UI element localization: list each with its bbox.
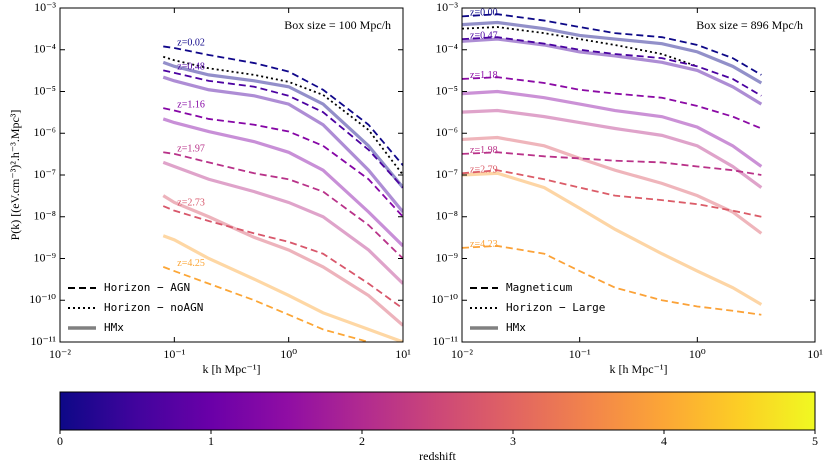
colorbar-tick-label: 5	[812, 434, 818, 448]
y-tick-label: 10⁻¹⁰	[29, 292, 56, 306]
y-tick-label: 10⁻⁹	[435, 250, 458, 264]
series-line	[462, 171, 763, 306]
y-tick-label: 10⁻¹¹	[432, 334, 458, 348]
legend-label: Horizon − noAGN	[104, 301, 203, 314]
series-label: z=2.73	[177, 197, 205, 208]
series-label: z=0.00	[470, 8, 498, 19]
x-tick-label: 10⁻¹	[163, 347, 185, 361]
series-line	[162, 75, 403, 214]
x-tick-label: 10⁻²	[49, 347, 71, 361]
y-tick-label: 10⁻⁸	[33, 209, 56, 223]
x-tick-label: 10⁰	[280, 347, 297, 361]
series-line	[163, 107, 403, 218]
series-line	[162, 117, 403, 248]
series-line	[162, 60, 403, 189]
colorbar-tick-label: 4	[661, 434, 667, 448]
series-line	[462, 135, 763, 235]
series-line	[462, 26, 698, 68]
colorbar-tick-label: 1	[208, 434, 214, 448]
y-tick-label: 10⁻⁶	[33, 125, 56, 139]
y-tick-label: 10⁻⁵	[33, 83, 56, 97]
series-label: z=4.25	[177, 258, 205, 269]
y-tick-label: 10⁻¹⁰	[431, 292, 458, 306]
y-tick-label: 10⁻⁶	[435, 125, 458, 139]
y-tick-label: 10⁻⁷	[435, 167, 458, 181]
x-axis-label: k [h Mpc⁻¹]	[610, 362, 668, 376]
box-size: Box size = 896 Mpc/h	[696, 18, 803, 32]
series-line	[462, 37, 763, 106]
y-tick-label: 10⁻⁸	[435, 209, 458, 223]
series-label: z=1.98	[470, 145, 498, 156]
series-label: z=1.16	[177, 99, 205, 110]
y-tick-label: 10⁻³	[34, 0, 56, 14]
series-line	[163, 45, 403, 166]
series-label: z=1.97	[177, 144, 205, 155]
series-line	[462, 36, 762, 97]
x-tick-label: 10¹	[807, 347, 823, 361]
x-tick-label: 10⁻²	[451, 347, 473, 361]
y-tick-label: 10⁻¹¹	[30, 334, 56, 348]
series-line	[462, 151, 762, 176]
y-tick-label: 10⁻⁴	[435, 42, 458, 56]
y-axis-label: P(k) [(eV.cm⁻³)².h⁻³.Mpc³]	[8, 110, 22, 241]
colorbar-tick-label: 0	[57, 434, 63, 448]
x-tick-label: 10¹	[395, 347, 411, 361]
series-line	[162, 266, 369, 342]
x-tick-label: 10⁻¹	[569, 347, 591, 361]
colorbar-tick-label: 3	[510, 434, 516, 448]
series-line	[462, 169, 762, 218]
series-line	[162, 160, 403, 285]
series-label: z=1.18	[470, 70, 498, 81]
y-tick-label: 10⁻⁹	[33, 250, 56, 264]
y-tick-label: 10⁻⁵	[435, 83, 458, 97]
y-tick-label: 10⁻⁴	[33, 42, 56, 56]
series-line	[462, 89, 763, 168]
series-line	[462, 108, 763, 189]
series-label: z=0.47	[470, 30, 498, 41]
box-size: Box size = 100 Mpc/h	[284, 18, 391, 32]
series-line	[462, 20, 763, 85]
legend-label: Horizon − Large	[506, 301, 605, 314]
y-tick-label: 10⁻⁷	[33, 167, 56, 181]
series-label: z=4.23	[470, 239, 498, 250]
y-tick-label: 10⁻³	[436, 0, 458, 14]
series-line	[162, 194, 403, 327]
colorbar-tick-label: 2	[359, 434, 365, 448]
series-label: z=0.02	[177, 38, 205, 49]
series-label: z=0.48	[177, 62, 205, 73]
series-line	[162, 205, 403, 310]
series-line	[462, 76, 762, 130]
series-line	[162, 234, 403, 342]
colorbar	[59, 391, 816, 431]
legend-label: Magneticum	[506, 281, 573, 294]
legend-label: HMx	[104, 321, 124, 334]
series-line	[163, 69, 403, 189]
colorbar-label: redshift	[419, 449, 456, 463]
series-line	[163, 151, 403, 260]
legend-label: Horizon − AGN	[104, 281, 190, 294]
legend-label: HMx	[506, 321, 526, 334]
x-axis-label: k [h Mpc⁻¹]	[203, 362, 261, 376]
series-line	[462, 13, 762, 76]
series-label: z=2.79	[470, 165, 498, 176]
series-line	[162, 55, 403, 176]
x-tick-label: 10⁰	[689, 347, 706, 361]
series-line	[462, 245, 762, 316]
